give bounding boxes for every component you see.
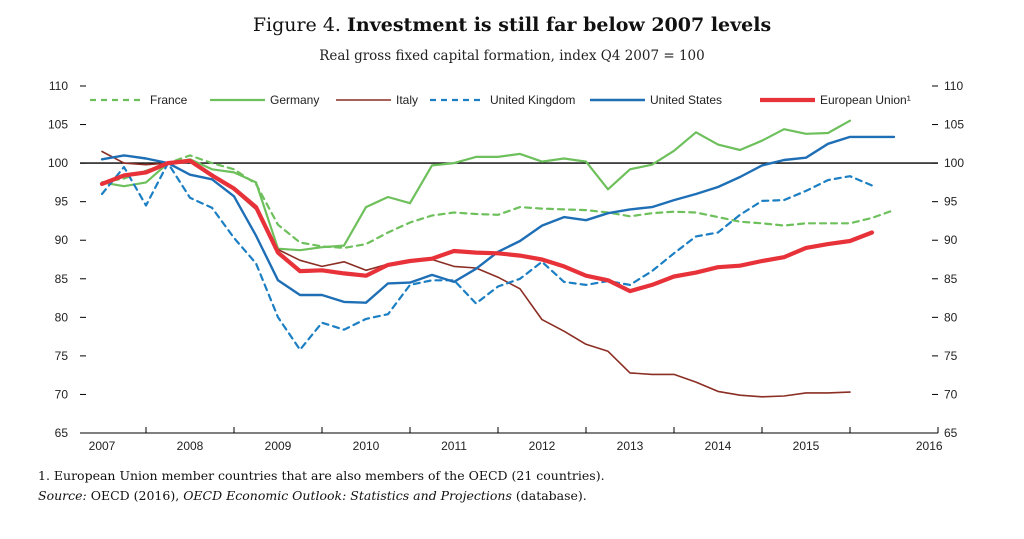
series-line-germany	[100, 119, 852, 252]
source-italic: OECD Economic Outlook: Statistics and Pr…	[183, 488, 512, 503]
legend-label: Germany	[270, 93, 319, 107]
y-tick-label-right: 95	[944, 195, 958, 209]
y-tick-label-right: 80	[944, 310, 958, 324]
series-line-france	[100, 154, 896, 249]
series-line-united-kingdom	[100, 162, 874, 351]
legend-label: Italy	[396, 93, 418, 107]
y-tick-label-left: 70	[55, 387, 69, 401]
y-tick-label-left: 100	[48, 156, 68, 170]
x-tick-label: 2010	[353, 439, 380, 453]
y-tick-label-right: 65	[944, 426, 958, 440]
y-tick-label-left: 110	[49, 79, 68, 93]
legend-label: United States	[650, 93, 722, 107]
y-tick-label-right: 90	[944, 233, 958, 247]
y-tick-label-right: 70	[944, 387, 958, 401]
source-label: Source:	[38, 488, 87, 503]
series-line-european-union	[99, 158, 875, 294]
figure-subtitle: Real gross fixed capital formation, inde…	[319, 48, 705, 64]
x-tick-label: 2009	[265, 439, 292, 453]
x-tick-label: 2016	[916, 439, 943, 453]
footnote: 1. European Union member countries that …	[38, 468, 605, 483]
source-text-2: (database).	[515, 488, 587, 503]
y-tick-label-right: 105	[944, 118, 964, 132]
x-tick-label: 2007	[89, 439, 116, 453]
y-tick-label-left: 65	[55, 426, 69, 440]
y-tick-label-left: 85	[55, 272, 69, 286]
x-tick-label: 2012	[529, 439, 556, 453]
y-tick-label-left: 95	[55, 195, 69, 209]
y-tick-label-left: 105	[48, 118, 68, 132]
y-tick-label-right: 110	[944, 79, 963, 93]
y-tick-label-right: 85	[944, 272, 958, 286]
x-tick-label: 2014	[705, 439, 732, 453]
y-tick-label-left: 90	[55, 233, 69, 247]
x-tick-label: 2013	[617, 439, 644, 453]
figure-heading: Investment is still far below 2007 level…	[347, 14, 772, 36]
figure-number: Figure 4.	[252, 14, 341, 36]
x-tick-label: 2011	[441, 439, 467, 453]
x-tick-label: 2008	[177, 439, 204, 453]
series-line-italy	[101, 150, 851, 398]
source-note: Source: OECD (2016), OECD Economic Outlo…	[38, 488, 587, 503]
y-tick-label-right: 100	[944, 156, 964, 170]
legend-label: France	[150, 93, 188, 107]
legend-label: United Kingdom	[490, 93, 575, 107]
source-text-1: OECD (2016),	[90, 488, 180, 503]
x-tick-label: 2015	[793, 439, 820, 453]
y-tick-label-right: 75	[944, 349, 958, 363]
y-tick-label-left: 75	[55, 349, 69, 363]
figure-title: Figure 4. Investment is still far below …	[0, 14, 1024, 36]
y-tick-label-left: 80	[55, 310, 69, 324]
legend-label: European Union¹	[820, 93, 911, 107]
